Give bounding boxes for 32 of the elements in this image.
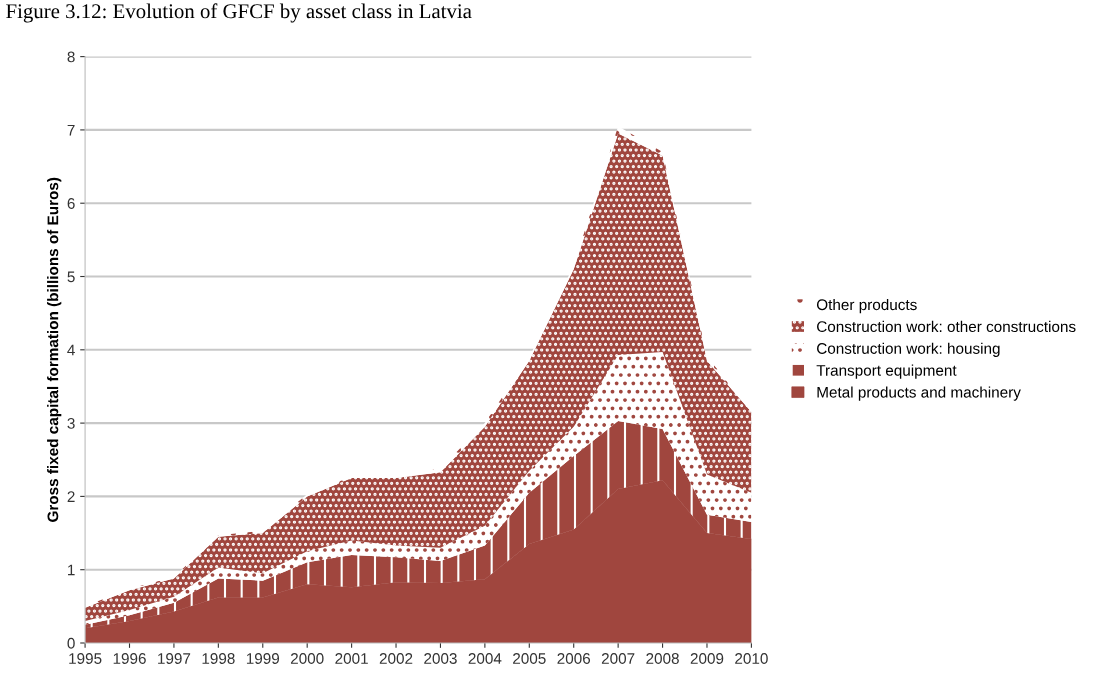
x-tick-label: 1995 (69, 653, 102, 664)
x-tick-label: 2000 (290, 653, 324, 664)
legend-label: Metal products and machinery (817, 386, 1021, 401)
y-tick-label: 5 (67, 271, 75, 283)
chart-title: Figure 3.12: Evolution of GFCF by asset class in Latvia (6, 3, 472, 23)
x-tick-label: 2008 (646, 653, 679, 664)
y-axis-title: Gross fixed capital formation (billions of Euros) (47, 177, 62, 522)
y-tick-label: 4 (67, 344, 75, 356)
x-tick-label: 1998 (202, 653, 235, 664)
x-tick-label: 2003 (424, 653, 457, 664)
x-tick-label: 1997 (158, 653, 191, 664)
x-tick-label: 2007 (601, 653, 635, 664)
x-tick-label: 2002 (379, 653, 413, 664)
x-tick-label: 1996 (113, 653, 146, 664)
y-tick-label: 6 (67, 198, 75, 209)
y-tick-label: 1 (68, 564, 75, 576)
x-tick-label: 2009 (690, 653, 724, 664)
legend-label: Construction work: housing (817, 342, 1000, 357)
y-tick-label: 8 (67, 51, 75, 63)
y-tick-label: 2 (67, 491, 75, 502)
y-tick-label: 0 (67, 637, 75, 649)
x-tick-label: 2006 (557, 653, 591, 664)
x-tick-label: 2005 (513, 653, 546, 664)
legend-label: Other products (816, 298, 917, 314)
legend-label: Construction work: other constructions (817, 320, 1076, 333)
y-tick-label: 3 (67, 417, 75, 429)
x-tick-label: 2010 (735, 653, 768, 664)
y-tick-label: 7 (67, 124, 75, 136)
x-tick-label: 2004 (468, 653, 502, 664)
x-tick-label: 1999 (246, 653, 280, 664)
legend-label: Transport equipment (816, 364, 957, 379)
x-tick-label: 2001 (335, 653, 368, 664)
